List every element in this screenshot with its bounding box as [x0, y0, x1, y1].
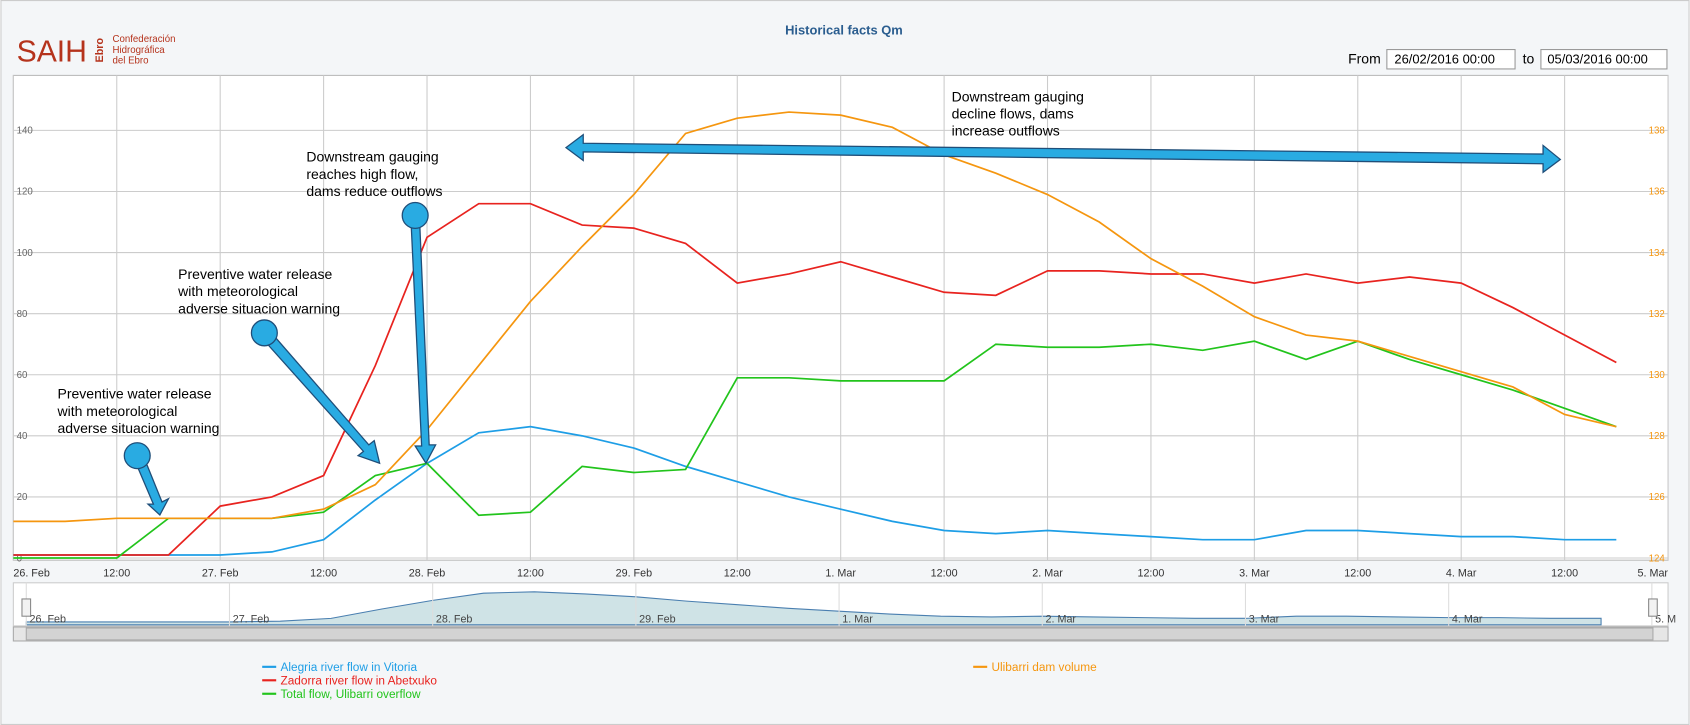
from-label: From [1348, 51, 1381, 67]
x-tick-label: 4. Mar [1446, 567, 1477, 579]
x-tick-label: 26. Feb [13, 567, 50, 579]
chart-title: Historical facts Qm [785, 22, 903, 37]
navigator-label: 4. Mar [1452, 614, 1483, 626]
navigator-label: 28. Feb [436, 614, 473, 626]
y2-tick-label: 126 [1649, 492, 1665, 503]
nav-handle[interactable] [1648, 598, 1658, 617]
y-tick-label: 140 [17, 126, 34, 137]
legend-label: Ulibarri dam volume [992, 660, 1098, 674]
logo: SAIH [17, 35, 87, 68]
series-line [13, 202, 1617, 556]
annotation: Downstream gauging [952, 88, 1084, 104]
logo-org: del Ebro [112, 56, 148, 67]
x-tick-label: 1. Mar [825, 567, 856, 579]
x-tick-label: 2. Mar [1032, 567, 1063, 579]
navigator-label: 29. Feb [639, 614, 676, 626]
x-tick-label: 12:00 [310, 567, 337, 579]
y2-tick-label: 136 [1649, 187, 1665, 198]
x-tick-label: 28. Feb [409, 567, 446, 579]
y2-tick-label: 132 [1649, 309, 1665, 320]
navigator-label: 1. Mar [842, 614, 873, 626]
y-tick-label: 100 [17, 248, 34, 259]
logo-org: Hidrográfica [112, 45, 165, 56]
y2-tick-label: 128 [1649, 431, 1665, 442]
from-input[interactable] [1386, 49, 1516, 70]
x-tick-label: 12:00 [1137, 567, 1164, 579]
y-tick-label: 60 [17, 370, 28, 381]
x-tick-label: 29. Feb [616, 567, 653, 579]
annotation: Downstream gauging [306, 149, 438, 165]
y2-tick-label: 130 [1649, 370, 1666, 381]
arrow [261, 328, 381, 465]
x-tick-label: 12:00 [724, 567, 751, 579]
to-date: 05/03/2016 00:00 [1547, 52, 1647, 67]
x-tick-label: 12:00 [931, 567, 958, 579]
legend-label: Alegria river flow in Vitoria [281, 660, 418, 674]
y2-tick-label: 124 [1649, 553, 1666, 564]
double-arrow [564, 133, 1562, 174]
scrollbar-thumb[interactable] [25, 627, 1654, 641]
x-tick-label: 3. Mar [1239, 567, 1270, 579]
annotation: decline flows, dams [952, 105, 1074, 121]
annotation: Preventive water release [178, 266, 332, 282]
y-tick-label: 120 [17, 187, 34, 198]
arrow-head-ball [123, 442, 151, 470]
from-date: 26/02/2016 00:00 [1394, 52, 1494, 67]
y2-tick-label: 134 [1649, 248, 1666, 259]
series-line [13, 111, 1617, 523]
annotation: with meteorological [57, 403, 178, 419]
annotation: dams reduce outflows [306, 183, 442, 199]
to-input[interactable] [1540, 49, 1668, 70]
navigator-label: 27. Feb [233, 614, 270, 626]
y-tick-label: 20 [17, 492, 28, 503]
x-tick-label: 27. Feb [202, 567, 239, 579]
annotation: adverse situacion warning [178, 300, 340, 316]
annotation: increase outflows [952, 123, 1060, 139]
x-tick-label: 5. Mar [1638, 567, 1669, 579]
x-tick-label: 12:00 [1551, 567, 1578, 579]
y-tick-label: 80 [17, 309, 28, 320]
navigator-label: 5. M [1655, 614, 1676, 626]
logo-sub: Ebro [94, 38, 106, 63]
x-tick-label: 12:00 [517, 567, 544, 579]
navigator-area [25, 591, 1602, 626]
navigator-label: 3. Mar [1249, 614, 1280, 626]
series-line [13, 425, 1617, 556]
legend-label: Zadorra river flow in Abetxuko [281, 674, 438, 688]
annotation-arrows [123, 133, 1562, 516]
x-tick-label: 12:00 [103, 567, 130, 579]
y-tick-label: 40 [17, 431, 28, 442]
navigator-label: 26. Feb [30, 614, 67, 626]
annotation: reaches high flow, [306, 166, 418, 182]
arrow-head-ball [250, 319, 278, 347]
legend-label: Total flow, Ulibarri overflow [281, 687, 421, 701]
annotation: Preventive water release [58, 386, 212, 402]
nav-handle[interactable] [21, 598, 32, 617]
annotation: with meteorological [177, 283, 298, 299]
to-label: to [1523, 51, 1535, 67]
navigator-label: 2. Mar [1046, 614, 1077, 626]
arrow-head-ball [401, 201, 429, 230]
arrow [410, 216, 437, 465]
annotation: adverse situacion warning [58, 420, 220, 436]
logo-org: Confederación [112, 34, 175, 45]
y2-tick-label: 138 [1649, 126, 1665, 137]
x-tick-label: 12:00 [1344, 567, 1371, 579]
